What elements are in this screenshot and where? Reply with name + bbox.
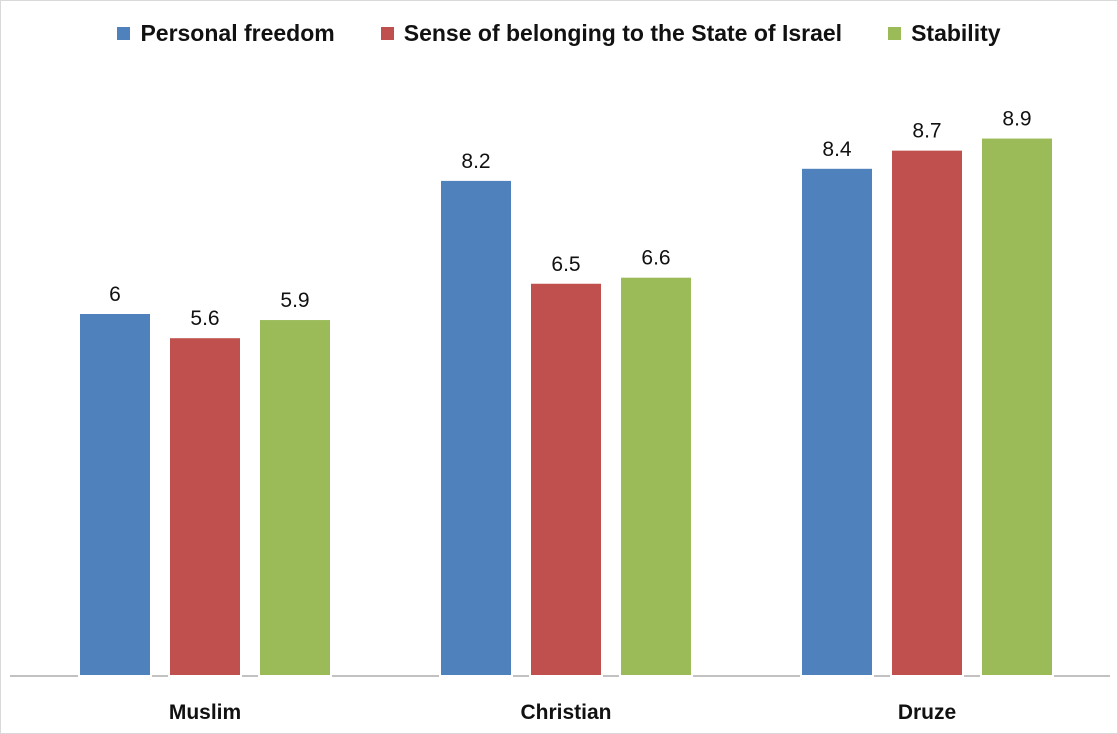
legend-item-sense-of-belonging: Sense of belonging to the State of Israe… xyxy=(380,20,843,47)
bar-muslim-sense-of-belonging-to-the-state-of-israel xyxy=(168,336,242,677)
bar-druze-sense-of-belonging-to-the-state-of-israel xyxy=(890,148,964,677)
legend-label-personal-freedom: Personal freedom xyxy=(140,20,335,46)
bar-druze-stability xyxy=(980,136,1054,678)
bar-christian-sense-of-belonging-to-the-state-of-israel xyxy=(529,281,603,677)
x-tick-label-christian: Christian xyxy=(520,701,611,724)
data-label-muslim-personal-freedom: 6 xyxy=(109,283,121,306)
x-tick-label-druze: Druze xyxy=(898,701,956,724)
data-label-muslim-stability: 5.9 xyxy=(280,289,309,312)
data-label-christian-personal-freedom: 8.2 xyxy=(461,150,490,173)
legend-swatch-personal-freedom xyxy=(117,27,131,40)
bar-christian-personal-freedom xyxy=(439,178,513,677)
bar-muslim-stability xyxy=(258,318,332,677)
legend-swatch-sense-of-belonging xyxy=(380,27,394,40)
bar-christian-stability xyxy=(619,275,693,677)
data-label-christian-sense-of-belonging-to-the-state-of-israel: 6.5 xyxy=(551,253,580,276)
data-label-druze-sense-of-belonging-to-the-state-of-israel: 8.7 xyxy=(912,120,941,143)
data-label-druze-personal-freedom: 8.4 xyxy=(822,138,852,161)
data-label-christian-stability: 6.6 xyxy=(641,247,670,270)
data-label-druze-stability: 8.9 xyxy=(1002,108,1031,131)
chart-legend: Personal freedom Sense of belonging to t… xyxy=(0,20,1118,47)
legend-item-stability: Stability xyxy=(888,20,1001,47)
bar-muslim-personal-freedom xyxy=(78,312,152,677)
legend-label-stability: Stability xyxy=(911,20,1001,46)
x-tick-label-muslim: Muslim xyxy=(169,701,241,724)
legend-swatch-stability xyxy=(888,27,902,40)
data-label-muslim-sense-of-belonging-to-the-state-of-israel: 5.6 xyxy=(190,307,219,330)
bar-druze-personal-freedom xyxy=(800,166,874,678)
legend-label-sense-of-belonging: Sense of belonging to the State of Israe… xyxy=(403,20,843,46)
legend-item-personal-freedom: Personal freedom xyxy=(117,20,335,47)
